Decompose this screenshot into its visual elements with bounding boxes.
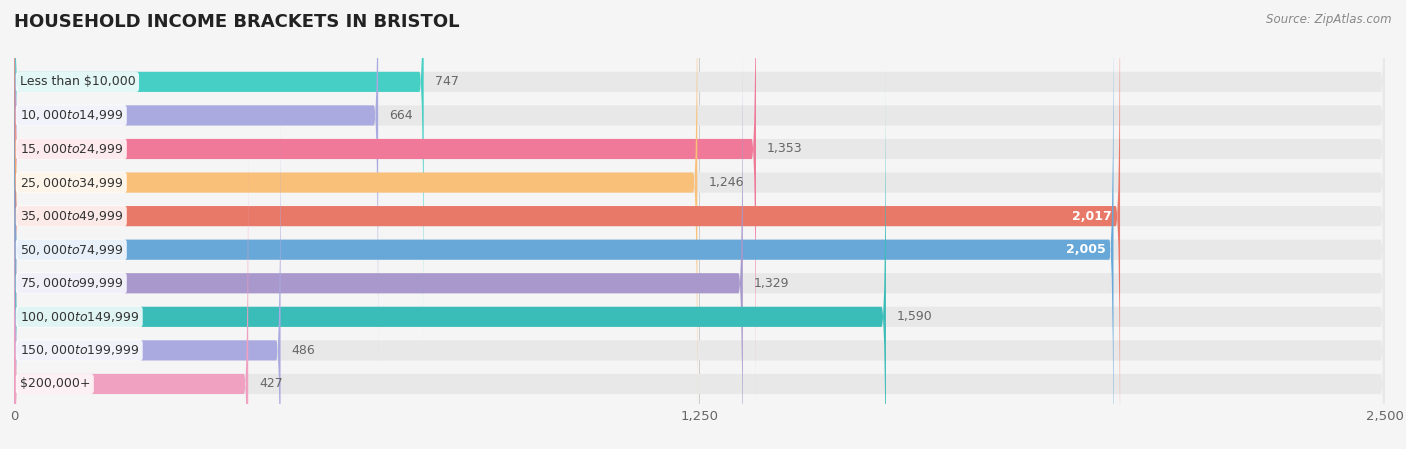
Text: HOUSEHOLD INCOME BRACKETS IN BRISTOL: HOUSEHOLD INCOME BRACKETS IN BRISTOL [14, 13, 460, 31]
Text: 486: 486 [291, 344, 315, 357]
Text: $35,000 to $49,999: $35,000 to $49,999 [20, 209, 124, 223]
Text: 1,246: 1,246 [709, 176, 744, 189]
FancyBboxPatch shape [14, 0, 1385, 407]
FancyBboxPatch shape [14, 0, 1114, 449]
Text: $75,000 to $99,999: $75,000 to $99,999 [20, 276, 124, 290]
FancyBboxPatch shape [14, 126, 1385, 449]
FancyBboxPatch shape [14, 0, 1121, 449]
Text: 747: 747 [434, 75, 458, 88]
FancyBboxPatch shape [14, 0, 756, 407]
FancyBboxPatch shape [14, 58, 1385, 449]
Text: Less than $10,000: Less than $10,000 [20, 75, 135, 88]
Text: $150,000 to $199,999: $150,000 to $199,999 [20, 343, 139, 357]
FancyBboxPatch shape [14, 0, 378, 374]
FancyBboxPatch shape [14, 0, 1385, 449]
Text: $15,000 to $24,999: $15,000 to $24,999 [20, 142, 124, 156]
FancyBboxPatch shape [14, 25, 1385, 449]
FancyBboxPatch shape [14, 58, 886, 449]
Text: $10,000 to $14,999: $10,000 to $14,999 [20, 108, 124, 123]
Text: 427: 427 [259, 378, 283, 391]
Text: 664: 664 [389, 109, 413, 122]
Text: 1,329: 1,329 [754, 277, 789, 290]
Text: $25,000 to $34,999: $25,000 to $34,999 [20, 176, 124, 189]
Text: $100,000 to $149,999: $100,000 to $149,999 [20, 310, 139, 324]
FancyBboxPatch shape [14, 0, 1385, 441]
Text: 2,005: 2,005 [1066, 243, 1105, 256]
FancyBboxPatch shape [14, 126, 249, 449]
FancyBboxPatch shape [14, 25, 742, 449]
FancyBboxPatch shape [14, 0, 423, 340]
Text: Source: ZipAtlas.com: Source: ZipAtlas.com [1267, 13, 1392, 26]
FancyBboxPatch shape [14, 0, 1385, 374]
Text: $50,000 to $74,999: $50,000 to $74,999 [20, 243, 124, 257]
Text: 2,017: 2,017 [1073, 210, 1112, 223]
FancyBboxPatch shape [14, 0, 697, 441]
FancyBboxPatch shape [14, 0, 1385, 449]
FancyBboxPatch shape [14, 0, 1385, 340]
FancyBboxPatch shape [14, 92, 281, 449]
Text: 1,590: 1,590 [897, 310, 932, 323]
Text: $200,000+: $200,000+ [20, 378, 90, 391]
Text: 1,353: 1,353 [766, 142, 803, 155]
FancyBboxPatch shape [14, 92, 1385, 449]
